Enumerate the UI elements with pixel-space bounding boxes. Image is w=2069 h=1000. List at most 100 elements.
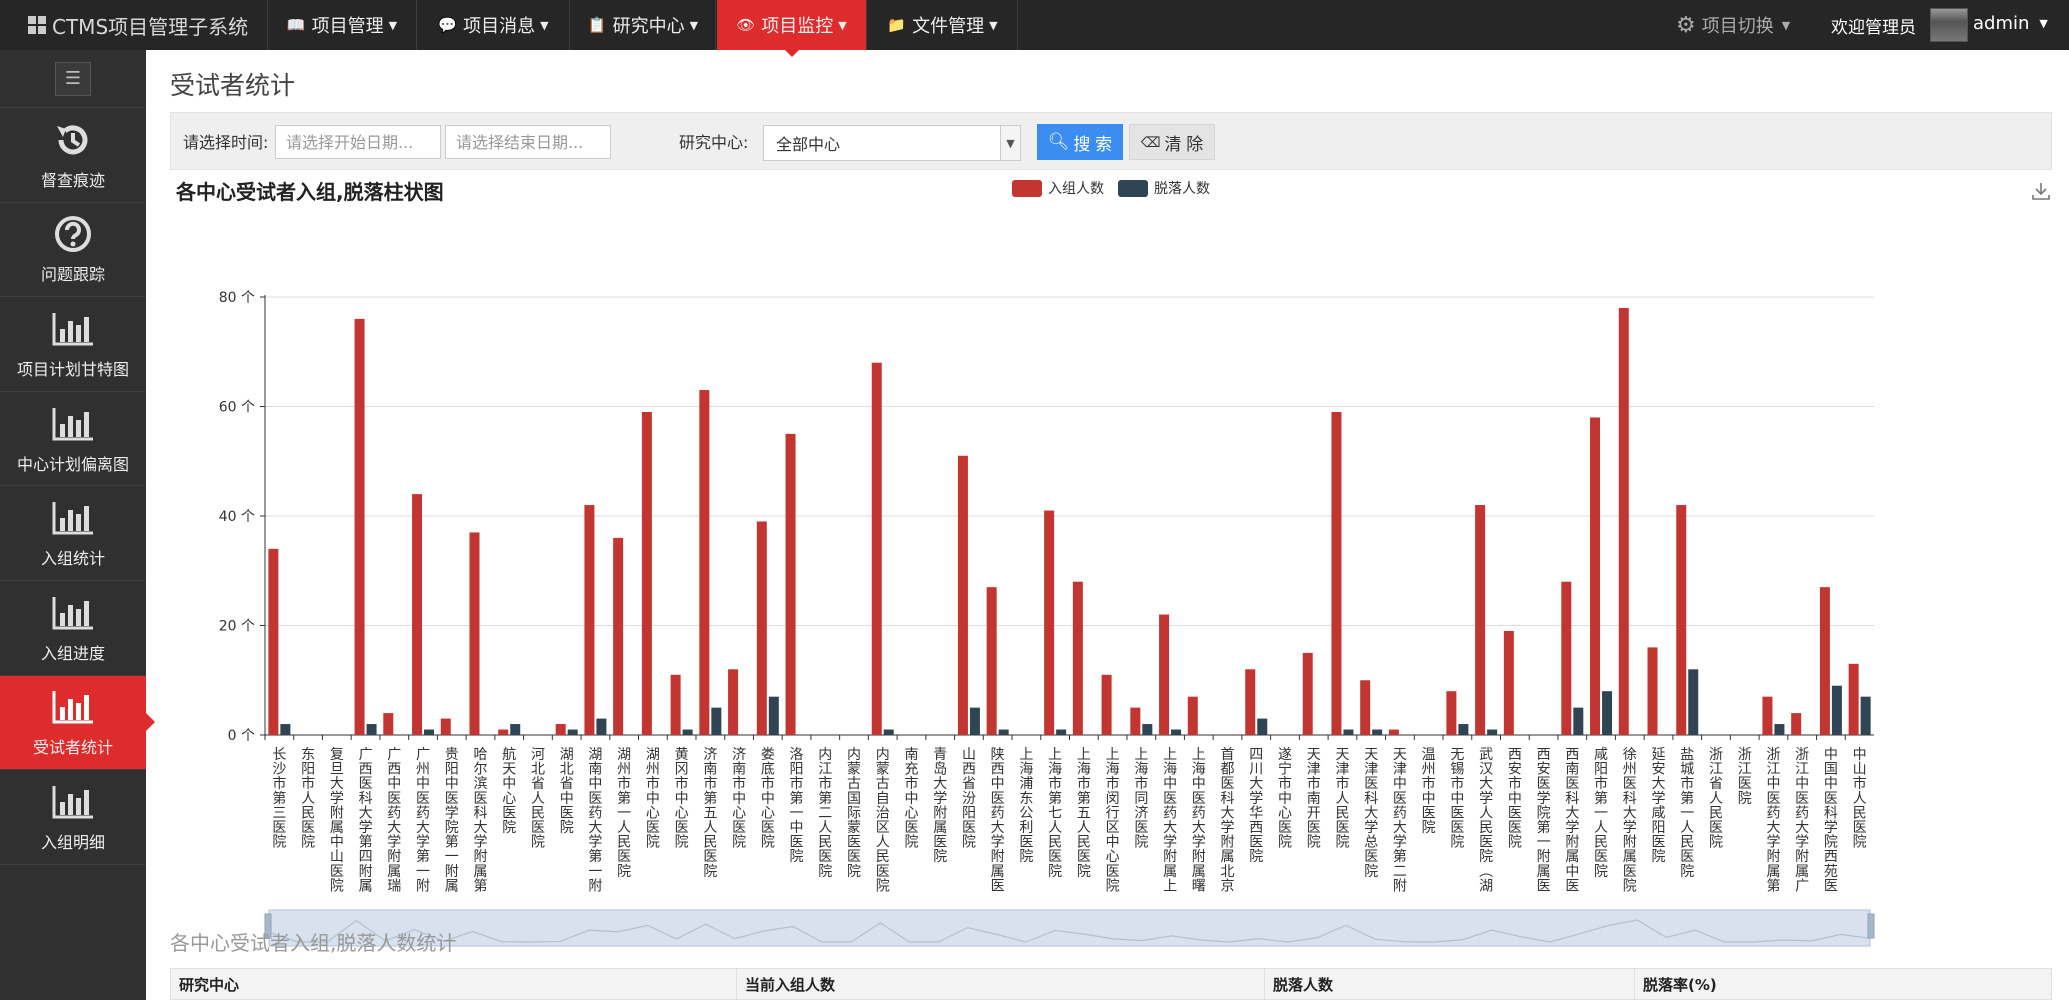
bar-dropout xyxy=(1774,724,1785,735)
bar-chart-icon xyxy=(51,308,95,350)
x-tick-label: 徐州医科大学附属医院徐州医科大学附属医院 xyxy=(1623,747,1637,894)
sidebar: ☰ 督查痕迹 问题跟踪 项目计划甘特图 中心计划偏离图 入组统计 入组进度 xyxy=(0,50,155,1000)
bar-enrolled xyxy=(469,532,480,735)
bar-enrolled xyxy=(1791,713,1802,735)
bar-dropout xyxy=(1171,729,1182,735)
clear-button[interactable]: ⌫ 清 除 xyxy=(1129,124,1215,160)
welcome-text: 欢迎管理员 xyxy=(1831,17,1916,38)
x-tick-label: 娄底市中心医院娄底市中心医院 xyxy=(761,747,775,851)
bar-enrolled xyxy=(1245,669,1256,735)
x-tick-label: 山西省汾阳医院山西省汾阳医院 xyxy=(962,747,976,851)
bar-enrolled xyxy=(1819,587,1830,735)
start-date-input[interactable] xyxy=(275,125,441,159)
sidebar-item-issue-tracking[interactable]: 问题跟踪 xyxy=(0,203,146,298)
x-tick-label: 广西中医药大学附属瑞广西中医药大学附属瑞康医院 xyxy=(387,747,401,894)
sidebar-toggle[interactable]: ☰ xyxy=(0,50,146,108)
bar-dropout xyxy=(1831,685,1842,735)
x-tick-label: 南充市中心医院南充市中心医院 xyxy=(904,747,918,851)
time-label: 请选择时间: xyxy=(183,133,269,152)
datazoom-handle-left[interactable] xyxy=(264,913,272,939)
bar-dropout xyxy=(883,729,894,735)
search-icon: 🔍︎ xyxy=(1047,132,1070,151)
chevron-down-icon: ▼ xyxy=(540,18,549,32)
sidebar-item-enrollment-progress[interactable]: 入组进度 xyxy=(0,581,146,676)
bar-dropout xyxy=(969,707,980,735)
bar-dropout xyxy=(1688,669,1699,735)
grid-icon xyxy=(28,16,46,34)
bar-chart: 0 个 20 个 40 个 60 个 80 个长沙市第三医院长沙市第三医院 东阳市人民医院… xyxy=(219,290,1875,947)
search-button[interactable]: 🔍︎ 搜 索 xyxy=(1037,124,1123,160)
y-tick-label: 0 个 xyxy=(228,728,255,744)
nav-project-management[interactable]: 📖 项目管理 ▼ xyxy=(268,0,417,50)
y-tick-label: 80 个 xyxy=(219,290,255,306)
legend-item-dropout[interactable]: 脱落人数 xyxy=(1118,178,1210,198)
bar-dropout xyxy=(711,707,722,735)
sidebar-item-subject-stats[interactable]: 受试者统计 xyxy=(0,675,155,771)
end-date-input[interactable] xyxy=(445,125,611,159)
bar-enrolled xyxy=(613,537,624,735)
center-select[interactable]: 全部中心 ▼ xyxy=(763,125,1021,161)
col-header-enrolled[interactable]: 当前入组人数 xyxy=(737,969,1265,999)
col-header-center[interactable]: 研究中心 xyxy=(171,969,737,999)
bar-enrolled xyxy=(785,433,796,735)
book-icon: 📖 xyxy=(286,16,306,34)
eraser-icon: ⌫ xyxy=(1140,133,1161,150)
project-switch-menu[interactable]: ⚙ 项目切换 ▼ xyxy=(1676,0,1790,50)
x-tick-label: 青岛大学附属医院青岛大学附属医院 xyxy=(933,747,947,865)
col-header-dropout[interactable]: 脱落人数 xyxy=(1265,969,1635,999)
nav-project-monitoring[interactable]: 👁 项目监控 ▼ xyxy=(717,0,867,57)
bar-enrolled xyxy=(1676,505,1687,735)
nav-project-messages[interactable]: 💬 项目消息 ▼ xyxy=(418,0,570,50)
nav-research-center[interactable]: 📋 研究中心 ▼ xyxy=(571,0,716,50)
sidebar-item-label: 入组进度 xyxy=(40,643,105,663)
bar-enrolled xyxy=(1044,510,1055,735)
menu-icon: ☰ xyxy=(55,61,91,96)
sidebar-item-enrollment-details[interactable]: 入组明细 xyxy=(0,770,146,865)
avatar[interactable] xyxy=(1930,8,1968,42)
datazoom-handle-right[interactable] xyxy=(1867,913,1875,939)
bar-dropout xyxy=(567,729,578,735)
legend-swatch xyxy=(1012,179,1042,197)
sidebar-item-center-deviation[interactable]: 中心计划偏离图 xyxy=(0,392,146,487)
col-header-dropout-rate[interactable]: 脱落率(%) xyxy=(1643,975,1717,994)
bar-dropout xyxy=(424,729,435,735)
eye-icon: 👁 xyxy=(736,16,756,34)
x-tick-label: 浙江医院浙江医院 xyxy=(1738,747,1752,807)
bar-enrolled xyxy=(383,713,394,735)
bar-enrolled xyxy=(670,674,681,735)
sidebar-item-gantt[interactable]: 项目计划甘特图 xyxy=(0,297,146,392)
bar-chart-icon xyxy=(51,403,95,445)
x-tick-label: 洛阳市第一中医院洛阳市第一中医院 xyxy=(790,747,804,865)
x-tick-label: 上海市第五人民医院上海市第五人民医院 xyxy=(1077,747,1091,880)
chart-title: 各中心受试者入组,脱落柱状图 xyxy=(176,180,444,204)
x-tick-label: 浙江中医药大学附属第浙江中医药大学附属第一医院 xyxy=(1766,747,1780,894)
bar-dropout xyxy=(1602,691,1613,735)
x-tick-label: 内蒙古国际蒙医医院内蒙古国际蒙医医院 xyxy=(847,747,861,880)
bar-dropout xyxy=(1343,729,1354,735)
user-menu[interactable]: admin ▼ xyxy=(1973,0,2048,46)
x-tick-label: 航天中心医院航天中心医院 xyxy=(502,747,516,836)
sidebar-item-inspection-trace[interactable]: 督查痕迹 xyxy=(0,108,146,203)
nav-label: 研究中心 xyxy=(612,16,685,37)
download-icon[interactable] xyxy=(2030,180,2052,202)
x-tick-label: 天津市人民医院天津市人民医院 xyxy=(1335,747,1349,851)
bar-enrolled xyxy=(412,494,423,735)
x-tick-label: 温州市中医院温州市中医院 xyxy=(1422,747,1436,836)
chevron-down-icon: ▼ xyxy=(1781,18,1791,32)
bar-dropout xyxy=(1573,707,1584,735)
x-tick-label: 上海市同济医院上海市同济医院 xyxy=(1134,747,1148,851)
app-brand[interactable]: CTMS项目管理子系统 xyxy=(0,0,268,50)
bar-enrolled xyxy=(957,455,968,735)
center-label: 研究中心: xyxy=(679,133,749,152)
sidebar-item-enrollment-stats[interactable]: 入组统计 xyxy=(0,486,146,581)
sidebar-item-label: 受试者统计 xyxy=(32,738,113,758)
x-tick-label: 中山市人民医院中山市人民医院 xyxy=(1853,747,1867,851)
x-tick-label: 首都医科大学附属北京首都医科大学附属北京潞河医院 xyxy=(1221,747,1235,894)
chevron-down-icon: ▼ xyxy=(689,18,699,32)
nav-file-management[interactable]: 📁 文件管理 ▼ xyxy=(868,0,1018,50)
bar-enrolled xyxy=(555,724,566,735)
legend-item-enrolled[interactable]: 入组人数 xyxy=(1012,178,1104,198)
stats-table-header: 研究中心 当前入组人数 脱落人数 脱落率(%) xyxy=(170,968,2052,1000)
x-tick-label: 中国中医科学院西苑医中国中医科学院西苑医院 xyxy=(1824,747,1838,894)
bar-enrolled xyxy=(699,390,710,735)
